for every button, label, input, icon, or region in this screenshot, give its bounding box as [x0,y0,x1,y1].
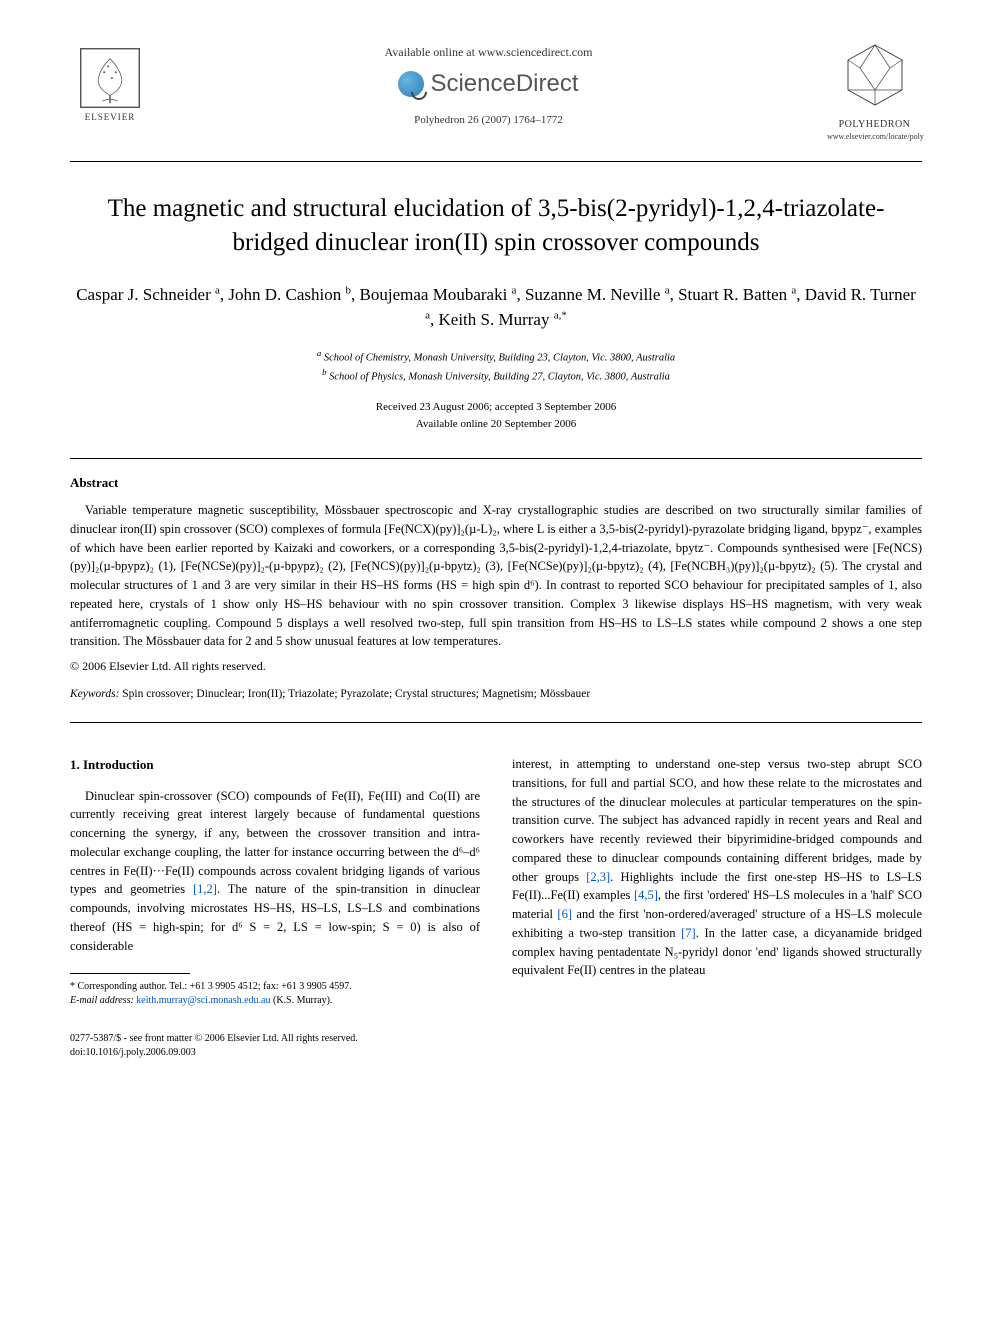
footnote-email[interactable]: keith.murray@sci.monash.edu.au [136,995,270,1006]
sciencedirect-text: ScienceDirect [430,70,578,98]
corresponding-author-footnote: * Corresponding author. Tel.: +61 3 9905… [70,980,480,1008]
page-footer: 0277-5387/$ - see front matter © 2006 El… [70,1032,922,1060]
footer-doi: doi:10.1016/j.poly.2006.09.003 [70,1046,922,1060]
online-date: Available online 20 September 2006 [70,416,922,433]
affiliation-b: b School of Physics, Monash University, … [70,366,922,385]
abstract-copyright: © 2006 Elsevier Ltd. All rights reserved… [70,659,922,674]
polyhedron-icon [840,40,910,110]
affiliations: a School of Chemistry, Monash University… [70,347,922,386]
reference-link[interactable]: [2,3] [586,870,610,884]
elsevier-tree-icon [80,48,140,108]
abstract-top-rule [70,458,922,459]
left-column: 1. Introduction Dinuclear spin-crossover… [70,755,480,1008]
footnote-corr: * Corresponding author. Tel.: +61 3 9905… [70,980,480,994]
footer-copyright: 0277-5387/$ - see front matter © 2006 El… [70,1032,922,1046]
article-title: The magnetic and structural elucidation … [70,192,922,260]
reference-link[interactable]: [1,2] [193,882,217,896]
elsevier-label: ELSEVIER [85,112,136,122]
introduction-heading: 1. Introduction [70,755,480,775]
keywords-label: Keywords: [70,688,119,700]
received-date: Received 23 August 2006; accepted 3 Sept… [70,399,922,416]
footnote-email-suffix: (K.S. Murray). [273,995,332,1006]
right-column: interest, in attempting to understand on… [512,755,922,1008]
keywords-text: Spin crossover; Dinuclear; Iron(II); Tri… [122,688,590,700]
footnote-divider [70,973,190,974]
abstract-body: Variable temperature magnetic susceptibi… [70,501,922,651]
introduction-para-1: Dinuclear spin-crossover (SCO) compounds… [70,787,480,956]
header-divider [70,161,922,162]
affiliation-a: a School of Chemistry, Monash University… [70,347,922,366]
polyhedron-url: www.elsevier.com/locate/poly [827,132,922,141]
polyhedron-label: POLYHEDRON [827,119,922,130]
footnote-email-line: E-mail address: keith.murray@sci.monash.… [70,994,480,1008]
journal-reference: Polyhedron 26 (2007) 1764–1772 [150,114,827,126]
elsevier-logo: ELSEVIER [70,40,150,130]
abstract-heading: Abstract [70,475,922,491]
polyhedron-logo: POLYHEDRON www.elsevier.com/locate/poly [827,40,922,141]
authors-list: Caspar J. Schneider a, John D. Cashion b… [70,282,922,333]
keywords-line: Keywords: Spin crossover; Dinuclear; Iro… [70,688,922,700]
abstract-bottom-rule [70,722,922,723]
article-dates: Received 23 August 2006; accepted 3 Sept… [70,399,922,432]
page-header: ELSEVIER Available online at www.science… [70,40,922,141]
sciencedirect-icon [398,71,424,97]
reference-link[interactable]: [6] [557,907,572,921]
introduction-para-2: interest, in attempting to understand on… [512,755,922,980]
footnote-email-label: E-mail address: [70,995,134,1006]
body-two-column: 1. Introduction Dinuclear spin-crossover… [70,755,922,1008]
reference-link[interactable]: [7] [681,926,696,940]
center-header: Available online at www.sciencedirect.co… [150,40,827,126]
sciencedirect-brand: ScienceDirect [150,70,827,98]
abstract-text: Variable temperature magnetic susceptibi… [70,501,922,651]
available-online-text: Available online at www.sciencedirect.co… [150,45,827,60]
reference-link[interactable]: [4,5] [634,888,658,902]
